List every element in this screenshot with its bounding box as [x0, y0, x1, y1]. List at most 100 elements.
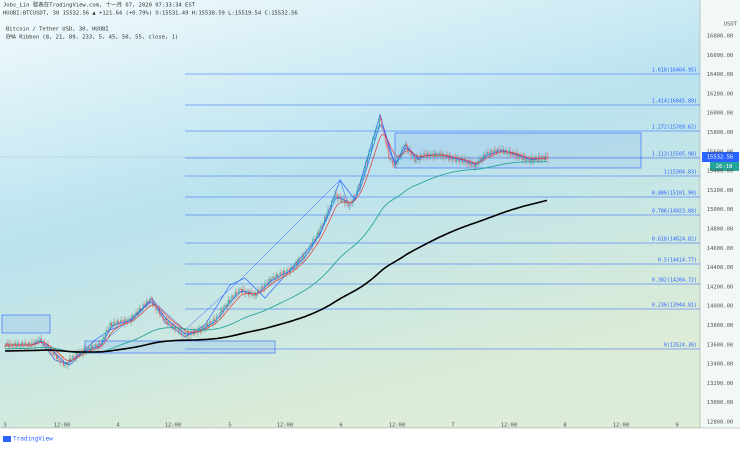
candle [59, 357, 61, 363]
price-label: 13000.00 [707, 400, 734, 406]
candle [377, 125, 379, 128]
candle [118, 320, 119, 324]
candle [177, 327, 179, 333]
candle [115, 324, 117, 326]
candle [332, 200, 333, 202]
candle [360, 181, 362, 189]
candle [527, 157, 529, 159]
candle [159, 308, 160, 315]
price-label: 13800.00 [707, 323, 734, 329]
candle [30, 345, 32, 347]
candle [217, 315, 219, 317]
candle [92, 345, 94, 349]
candle [517, 153, 518, 156]
candle [342, 198, 344, 200]
price-label: 16000.00 [707, 111, 734, 117]
candle [120, 319, 122, 325]
candle [431, 153, 433, 154]
price-axis-bg [700, 0, 740, 428]
candle [538, 156, 539, 161]
candle [222, 310, 224, 313]
candle [209, 321, 211, 326]
candle [182, 333, 184, 335]
candle [104, 337, 105, 339]
price-label: 13400.00 [707, 362, 734, 368]
candle [142, 304, 144, 310]
candle [511, 155, 513, 156]
candle [53, 352, 55, 356]
candle [519, 154, 521, 159]
candle [258, 289, 260, 292]
logo: TradingView [13, 436, 53, 443]
candle [308, 245, 310, 253]
candle [161, 313, 163, 315]
candle [324, 217, 325, 224]
candle [423, 153, 425, 159]
candle [100, 344, 102, 346]
candle [469, 160, 470, 164]
candle [362, 176, 364, 178]
candle [52, 352, 54, 356]
candle [188, 331, 190, 335]
price-label: 16800.00 [707, 34, 734, 40]
candle [101, 338, 103, 346]
plot-background [0, 0, 700, 428]
candle [437, 155, 439, 158]
candle [272, 276, 274, 279]
candle [277, 274, 279, 278]
candle [369, 151, 371, 153]
candle [370, 147, 372, 152]
candle [374, 136, 376, 140]
symbol-line: HUOBI:BTCUSDT, 30 15532.56 ▲ +121.64 (+0… [3, 11, 298, 17]
fib-label: 1.272(15789.62) [652, 125, 697, 131]
candle [113, 321, 115, 325]
candle [341, 199, 343, 202]
candle [470, 163, 472, 166]
candle [224, 304, 226, 308]
candle [449, 155, 450, 160]
candle [513, 151, 515, 156]
candle [164, 317, 166, 321]
candle [522, 156, 524, 160]
candle [211, 323, 213, 325]
fib-label: 0.886(15101.90) [652, 191, 697, 197]
candle [60, 360, 62, 363]
candle [315, 235, 317, 241]
candle [373, 139, 374, 141]
candle [401, 149, 403, 157]
candle [396, 162, 398, 165]
candle [412, 155, 414, 156]
candle [371, 139, 373, 148]
candle [143, 304, 145, 307]
candle [276, 274, 277, 278]
candle [299, 259, 301, 262]
candle [320, 225, 322, 231]
candle [25, 342, 27, 346]
candle [352, 201, 353, 204]
time-label: 8 [563, 423, 566, 429]
candle [168, 320, 170, 324]
candle [404, 143, 406, 150]
candle [319, 230, 321, 235]
candle [333, 200, 335, 201]
candle [543, 157, 545, 161]
zigzag [39, 113, 421, 366]
price-label: 15600.00 [707, 149, 734, 155]
candle [444, 156, 446, 158]
candle [283, 270, 284, 276]
candle [214, 318, 215, 321]
candle [525, 156, 527, 162]
fib-label: 1.414(16045.80) [652, 99, 697, 105]
candle [221, 310, 222, 312]
candle [112, 324, 114, 327]
candle [505, 149, 507, 152]
candle [270, 279, 271, 283]
candle [178, 330, 180, 333]
candle [380, 117, 381, 120]
candle [466, 163, 468, 164]
candle [88, 346, 90, 351]
candle [336, 194, 338, 200]
box [1, 314, 51, 334]
candle [32, 342, 34, 343]
candle [70, 358, 71, 362]
